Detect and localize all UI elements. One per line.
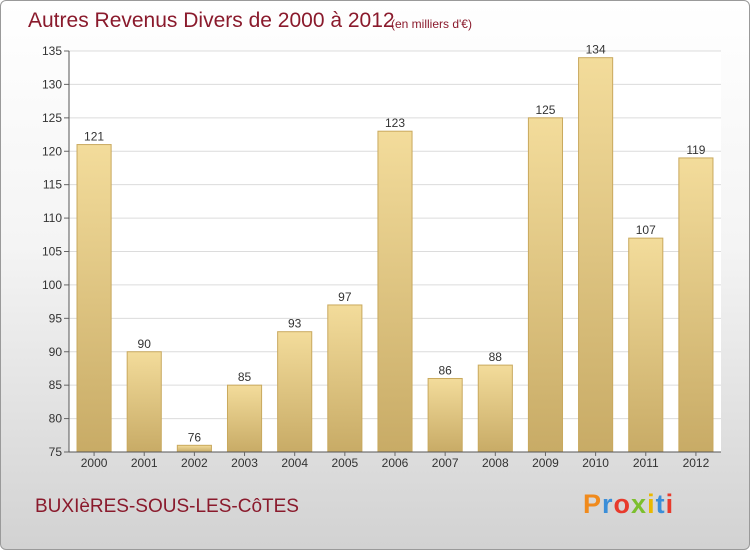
data-label: 97 — [338, 290, 352, 304]
bar — [277, 331, 313, 453]
data-label: 88 — [489, 350, 503, 364]
chart-title: Autres Revenus Divers de 2000 à 2012 — [28, 9, 395, 32]
bar — [226, 384, 263, 453]
data-label: 125 — [535, 103, 555, 117]
x-tick-label: 2004 — [281, 456, 308, 470]
x-tick-label: 2008 — [482, 456, 509, 470]
data-label: 134 — [586, 43, 606, 57]
y-tick-label: 75 — [49, 445, 63, 459]
x-tick-label: 2007 — [432, 456, 459, 470]
bar — [126, 351, 162, 453]
y-tick-label: 110 — [43, 211, 62, 225]
y-tick-label: 95 — [49, 311, 63, 325]
x-tick-label: 2012 — [683, 456, 710, 470]
y-tick-label: 115 — [43, 178, 62, 192]
bar — [527, 117, 564, 453]
data-label: 76 — [188, 430, 202, 444]
y-tick-label: 130 — [42, 77, 62, 91]
y-tick-label: 80 — [49, 412, 63, 426]
bar — [76, 144, 112, 453]
logo-letter: i — [665, 489, 675, 519]
bar — [477, 364, 513, 453]
y-tick-label: 90 — [49, 345, 63, 359]
bar — [678, 157, 714, 453]
data-label: 90 — [138, 337, 152, 351]
data-label: 86 — [438, 363, 452, 377]
data-label: 93 — [288, 317, 302, 331]
logo-letter: r — [602, 489, 614, 519]
y-tick-label: 100 — [42, 278, 62, 292]
data-label: 85 — [238, 370, 252, 384]
bar — [427, 377, 463, 453]
bar — [377, 130, 413, 453]
bar — [628, 237, 664, 453]
logo-letter: o — [613, 489, 632, 519]
logo-letter: i — [647, 489, 656, 519]
x-tick-label: 2001 — [131, 456, 158, 470]
data-label: 107 — [636, 223, 656, 237]
logo-letter: t — [655, 489, 666, 519]
x-tick-label: 2006 — [382, 456, 409, 470]
y-tick-label: 135 — [42, 44, 62, 58]
x-tick-label: 2000 — [81, 456, 108, 470]
bar — [327, 304, 363, 453]
data-label: 121 — [84, 130, 104, 144]
x-tick-label: 2010 — [582, 456, 609, 470]
y-tick-label: 120 — [42, 144, 62, 158]
commune-name: BUXIèRES-SOUS-LES-CôTES — [35, 496, 299, 517]
logo-letter: x — [631, 489, 648, 519]
data-label: 119 — [686, 143, 705, 157]
y-tick-label: 125 — [42, 111, 62, 125]
x-tick-label: 2011 — [633, 456, 659, 470]
x-tick-label: 2002 — [181, 456, 208, 470]
bars: 121 90 76 85 93 97 123 86 88 125 134 107 119 — [76, 43, 714, 453]
chart-subtitle: (en milliers d'€) — [391, 17, 472, 31]
x-tick-label: 2009 — [532, 456, 559, 470]
logo-letter: P — [583, 489, 603, 519]
x-tick-label: 2005 — [331, 456, 358, 470]
y-tick-label: 85 — [49, 378, 63, 392]
data-label: 123 — [385, 116, 405, 130]
x-tick-label: 2003 — [231, 456, 258, 470]
proxiti-logo: Proxiti — [583, 489, 674, 520]
axes: 75 80 85 90 95 100 105 110 115 120 125 130 135 2000 20… — [42, 44, 721, 470]
bar — [176, 444, 212, 453]
y-tick-label: 105 — [42, 245, 62, 259]
bar — [578, 57, 614, 453]
